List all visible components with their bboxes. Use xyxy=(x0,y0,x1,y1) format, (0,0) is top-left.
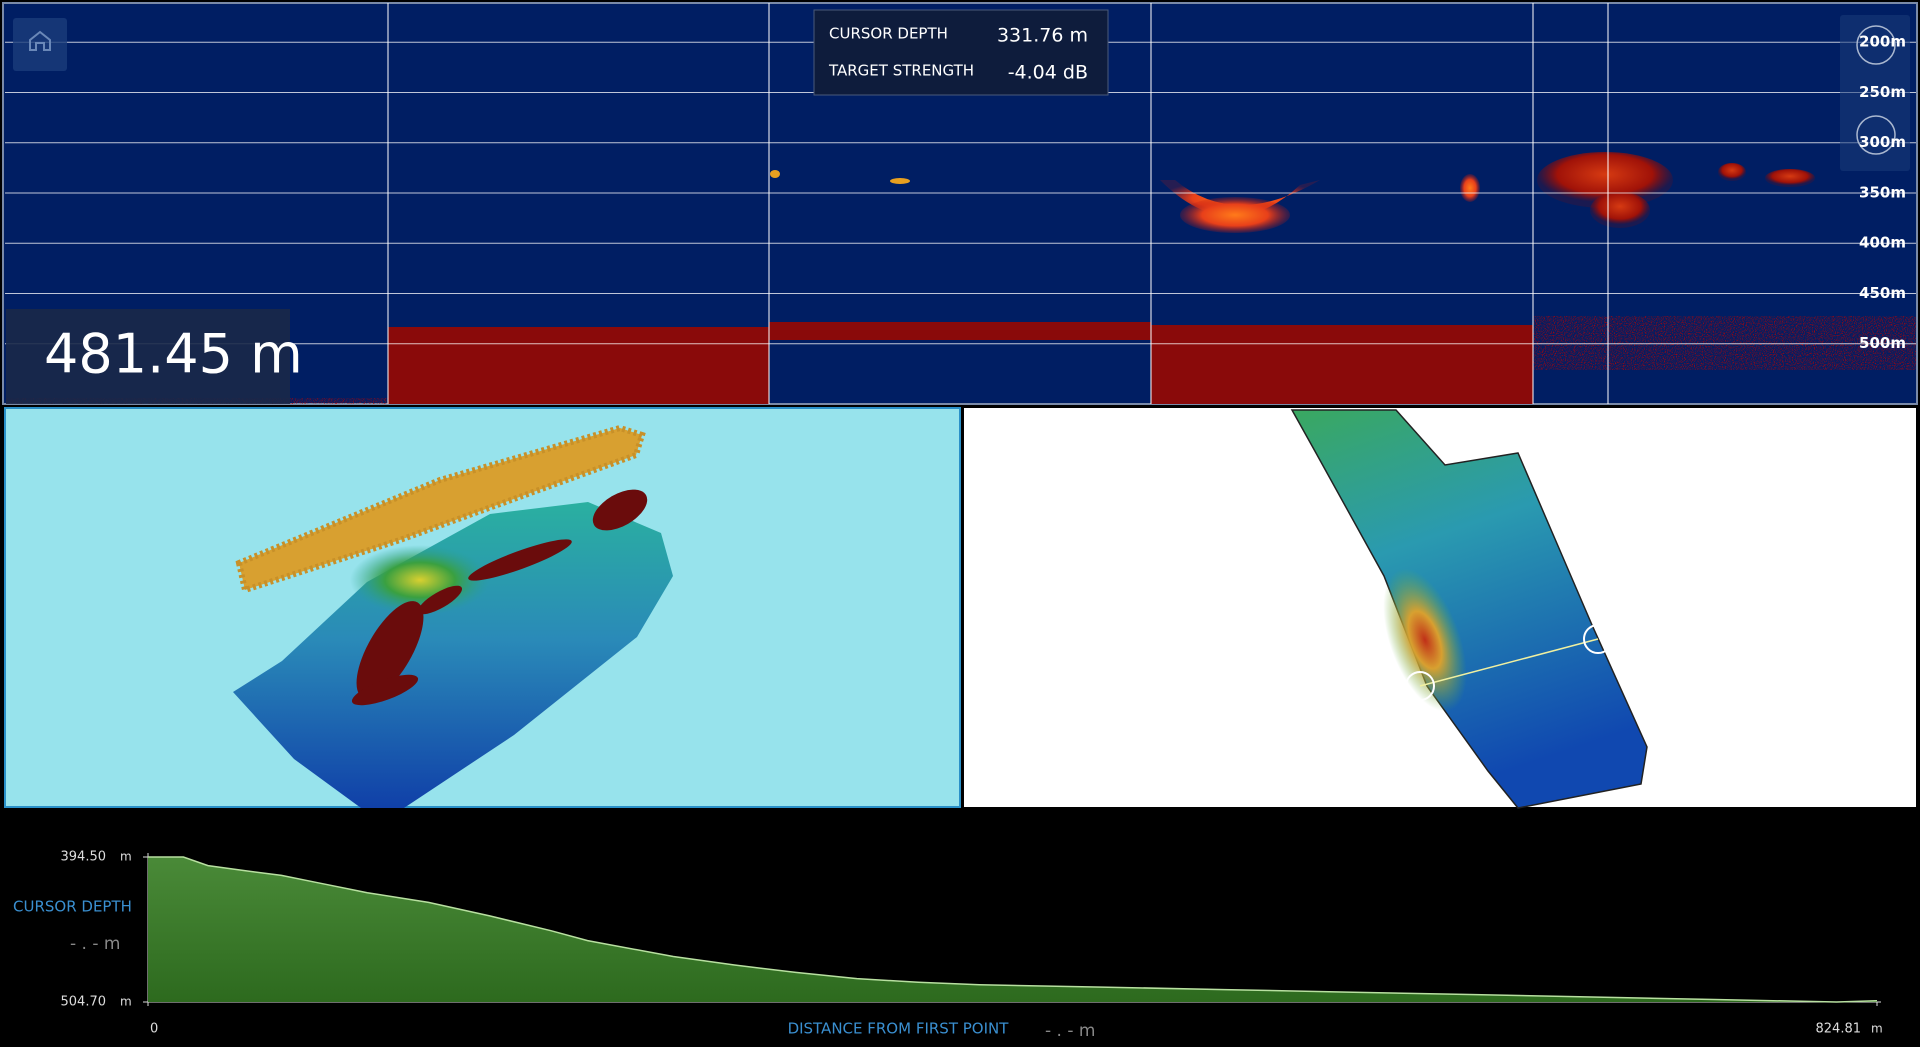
zoom-in-button[interactable] xyxy=(1856,25,1896,65)
fish-school xyxy=(1590,192,1650,228)
echogram-overlay: CURSOR DEPTH 331.76 m TARGET STRENGTH -4… xyxy=(6,9,1910,404)
measure-point[interactable] xyxy=(1405,671,1435,701)
fish-school xyxy=(1537,152,1673,208)
map-view xyxy=(964,408,1916,809)
x-unit: m xyxy=(1871,1022,1883,1036)
cursor-depth-label: CURSOR DEPTH xyxy=(829,25,948,43)
targets xyxy=(351,489,648,706)
depth-tick-label: 300m xyxy=(1859,133,1906,151)
depth-tick-label: 350m xyxy=(1859,183,1906,201)
seafloor xyxy=(1533,316,1916,370)
point-cloud xyxy=(235,424,646,594)
x-tick-label: 0 xyxy=(150,1022,158,1037)
measure-line xyxy=(1419,638,1599,687)
terrain xyxy=(233,502,673,808)
fish-school xyxy=(1460,174,1480,202)
y-unit: m xyxy=(120,995,132,1009)
zoom-out-button[interactable] xyxy=(1856,115,1896,155)
target-blob xyxy=(356,601,424,699)
profile-line xyxy=(148,856,1878,1003)
target-blob xyxy=(351,674,419,706)
target-strength-value: -4.04 dB xyxy=(1008,62,1088,84)
measure-point[interactable] xyxy=(1583,624,1613,654)
cursor-popup xyxy=(813,9,1109,96)
fish-school xyxy=(1180,197,1290,233)
slope xyxy=(1383,568,1467,712)
depth-tick-label: 200m xyxy=(1859,33,1906,51)
depth-readout: 481.45 m xyxy=(44,323,303,386)
target-blob xyxy=(468,539,572,581)
profile-area xyxy=(148,857,1877,1002)
depth-tick-label: 500m xyxy=(1859,334,1906,352)
target-blob xyxy=(592,489,648,531)
fish-school xyxy=(1718,163,1746,181)
target-strength-label: TARGET STRENGTH xyxy=(828,62,974,80)
depth-box xyxy=(6,309,290,404)
seafloor xyxy=(388,327,769,404)
profile-panel: CURSOR DEPTH - . - m DISTANCE FROM FIRST… xyxy=(13,850,1883,1042)
y-tick-label: 394.50 xyxy=(61,850,107,865)
depth-tick-label: 400m xyxy=(1859,234,1906,252)
x-readout: - . - m xyxy=(1045,1021,1095,1041)
cursor-depth-value: 331.76 m xyxy=(997,25,1088,47)
y-tick-label: 504.70 xyxy=(61,995,107,1010)
home-button[interactable] xyxy=(13,18,67,71)
home-icon xyxy=(29,30,51,51)
depth-tick-label: 450m xyxy=(1859,284,1906,302)
target-blob xyxy=(417,585,463,615)
y-unit: m xyxy=(120,850,132,864)
seafloor xyxy=(769,322,1151,340)
y-axis-label: CURSOR DEPTH xyxy=(13,898,132,916)
fish-school xyxy=(1765,169,1815,187)
seafloor xyxy=(1151,325,1533,404)
x-tick-label: 824.81 xyxy=(1816,1022,1862,1037)
x-axis-label: DISTANCE FROM FIRST POINT xyxy=(788,1020,1010,1038)
depth-tick-label: 250m xyxy=(1859,83,1906,101)
y-readout: - . - m xyxy=(70,934,120,954)
fish-school xyxy=(770,170,780,178)
fish-school xyxy=(890,178,910,184)
terrain-hill xyxy=(350,545,490,615)
3d-view xyxy=(4,407,961,808)
